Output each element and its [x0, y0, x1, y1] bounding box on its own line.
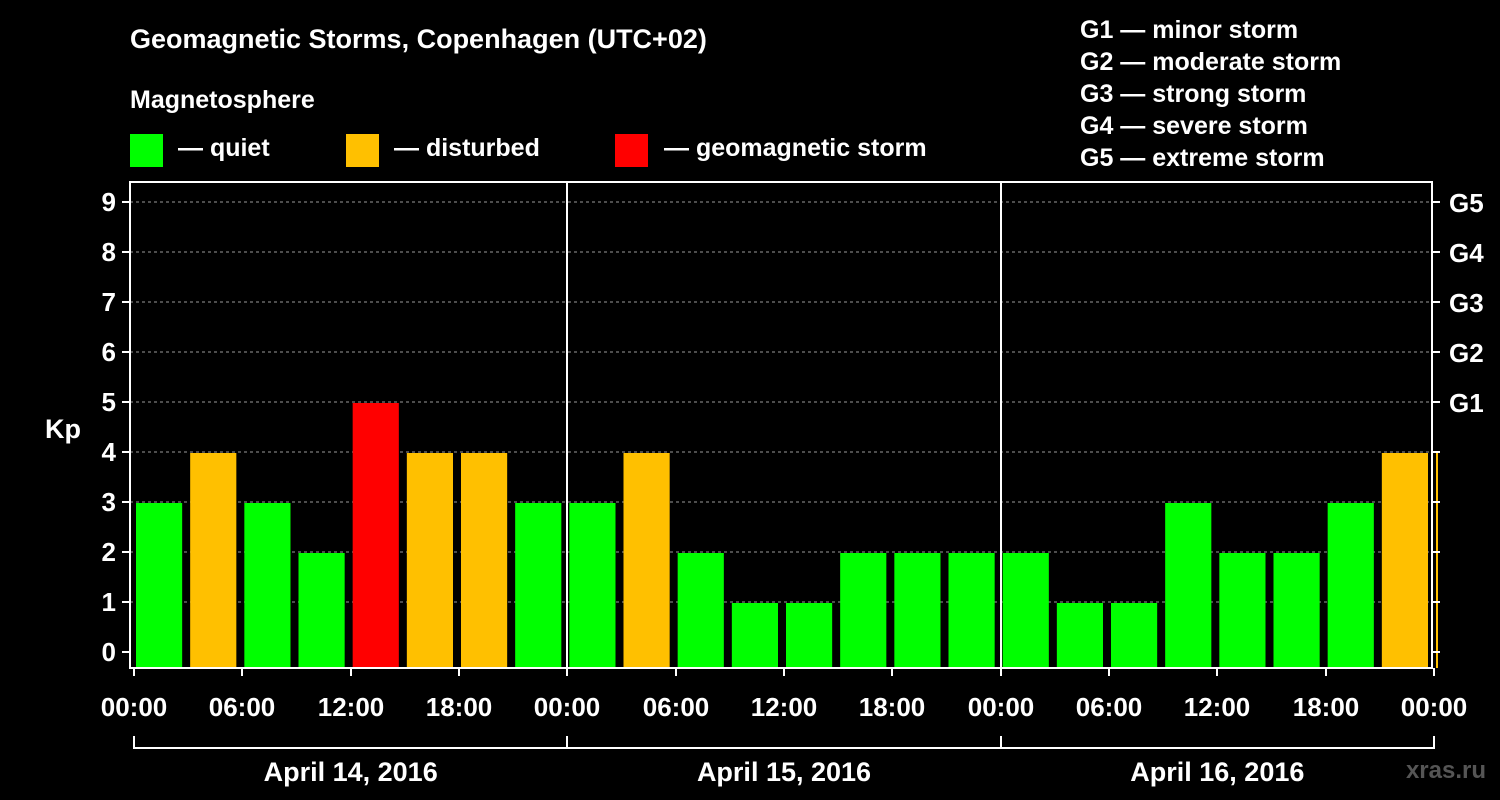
g-scale-label: G3	[1449, 288, 1484, 318]
kp-bar	[948, 553, 995, 668]
kp-bar	[1436, 453, 1438, 668]
x-tick-label: 18:00	[1293, 692, 1360, 722]
storm-scale-g3: G3 — strong storm	[1080, 80, 1307, 108]
storm-scale-legend: G1 — minor storm G2 — moderate storm G3 …	[1080, 14, 1341, 174]
storm-scale-g1: G1 — minor storm	[1080, 16, 1299, 44]
day-label: April 15, 2016	[697, 757, 871, 787]
y-tick-label: 7	[102, 287, 116, 317]
x-tick-label: 06:00	[209, 692, 276, 722]
x-tick-label: 00:00	[1401, 692, 1468, 722]
y-tick-label: 1	[102, 587, 116, 617]
x-tick-label: 00:00	[534, 692, 601, 722]
kp-bar	[1219, 553, 1266, 668]
y-tick-label: 6	[102, 337, 116, 367]
x-tick-label: 12:00	[751, 692, 818, 722]
g-scale-label: G1	[1449, 388, 1484, 418]
kp-bar	[1002, 553, 1049, 668]
x-tick-label: 12:00	[318, 692, 385, 722]
kp-bar	[731, 603, 778, 668]
x-tick-label: 00:00	[101, 692, 168, 722]
y-axis-title: Kp	[45, 414, 81, 444]
plot-frame	[129, 181, 1433, 669]
watermark: xras.ru	[1405, 757, 1486, 784]
y-tick-label: 8	[102, 237, 116, 267]
chart-title: Geomagnetic Storms, Copenhagen (UTC+02)	[130, 24, 707, 54]
y-tick-label: 4	[102, 437, 117, 467]
g-scale-label: G5	[1449, 188, 1484, 218]
kp-bar	[1111, 603, 1158, 668]
y-tick-label: 9	[102, 187, 116, 217]
storm-scale-g2: G2 — moderate storm	[1080, 48, 1342, 76]
kp-bar	[1056, 603, 1103, 668]
kp-bar	[894, 553, 941, 668]
kp-bar	[786, 603, 833, 668]
y-tick-label: 3	[102, 487, 116, 517]
x-tick-label: 18:00	[859, 692, 926, 722]
y-tick-label: 2	[102, 537, 116, 567]
legend-label-disturbed: — disturbed	[394, 134, 540, 162]
x-tick-label: 06:00	[1076, 692, 1143, 722]
y-tick-label: 0	[102, 637, 116, 667]
x-tick-label: 18:00	[426, 692, 493, 722]
kp-bar	[1273, 553, 1320, 668]
kp-bar	[515, 503, 562, 668]
kp-bar	[677, 553, 724, 668]
legend-swatch-storm	[615, 134, 648, 167]
legend-swatch-quiet	[130, 134, 163, 167]
kp-bar	[623, 453, 670, 668]
legend-label-quiet: — quiet	[178, 134, 270, 162]
kp-bar	[190, 453, 237, 668]
kp-bar	[298, 553, 345, 668]
x-tick-label: 06:00	[643, 692, 710, 722]
kp-bar	[136, 503, 183, 668]
x-tick-label: 00:00	[968, 692, 1035, 722]
magnetosphere-label: Magnetosphere	[130, 86, 315, 114]
kp-bar	[1327, 503, 1374, 668]
legend-label-storm: — geomagnetic storm	[664, 134, 927, 162]
g-scale-label: G2	[1449, 338, 1484, 368]
kp-bar	[840, 553, 887, 668]
storm-scale-g5: G5 — extreme storm	[1080, 144, 1325, 172]
kp-bar	[406, 453, 453, 668]
kp-bar	[352, 403, 399, 668]
kp-bar	[1381, 453, 1428, 668]
day-label: April 14, 2016	[264, 757, 438, 787]
kp-bar	[569, 503, 616, 668]
legend-swatch-disturbed	[346, 134, 379, 167]
kp-bar	[244, 503, 291, 668]
x-tick-label: 12:00	[1184, 692, 1251, 722]
kp-bar	[1165, 503, 1212, 668]
day-label: April 16, 2016	[1130, 757, 1304, 787]
g-scale-label: G4	[1449, 238, 1484, 268]
y-tick-label: 5	[102, 387, 116, 417]
storm-scale-g4: G4 — severe storm	[1080, 112, 1308, 140]
kp-bar	[461, 453, 508, 668]
